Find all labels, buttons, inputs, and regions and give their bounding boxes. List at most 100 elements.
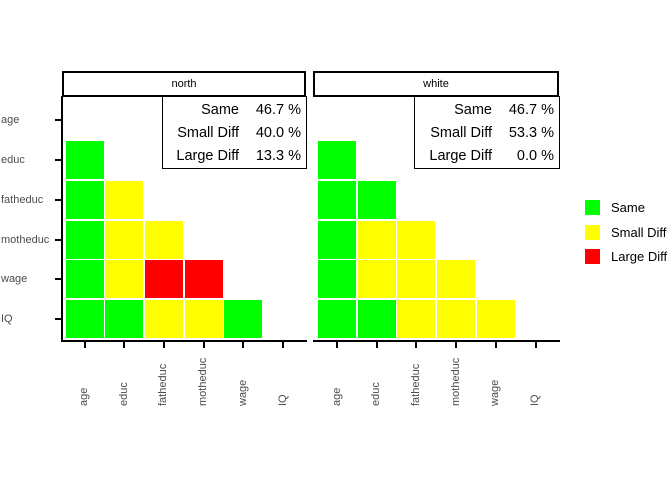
x-axis-tick: [242, 342, 245, 348]
stat-value: 0.0 %: [516, 147, 554, 164]
y-axis-tick: [55, 278, 61, 281]
x-axis-tick: [282, 342, 284, 348]
heatmap-tile: [357, 260, 396, 299]
x-axis-tick: [202, 342, 205, 348]
stat-row: Same 46.7 %: [167, 98, 301, 121]
heatmap-tile: [65, 260, 104, 299]
heatmap-tile: [476, 299, 515, 338]
heatmap-tile: [437, 260, 476, 299]
facet-title: north: [171, 78, 197, 90]
y-axis-tick: [55, 317, 61, 320]
heatmap-tile: [65, 180, 104, 219]
heatmap-tile: [357, 299, 396, 338]
legend-item-small-diff: Small Diff: [585, 224, 667, 240]
stat-label: Large Diff: [429, 147, 492, 164]
x-axis-label: age: [78, 387, 90, 406]
x-axis-tick: [336, 342, 338, 348]
y-axis-line: [61, 96, 63, 342]
facet-title: white: [423, 78, 449, 90]
heatmap-tile: [105, 299, 144, 338]
heatmap-tile: [65, 220, 104, 259]
heatmap-tile: [357, 180, 396, 219]
stat-value: 13.3 %: [255, 147, 301, 164]
y-axis-label: age: [1, 114, 20, 127]
x-axis-label: motheduc: [197, 357, 210, 406]
heatmap-tile: [224, 299, 263, 338]
legend-swatch-same-icon: [585, 200, 600, 215]
legend: Same Small Diff Large Diff: [585, 200, 667, 274]
x-axis-tick: [123, 342, 126, 348]
heatmap-tile: [397, 260, 436, 299]
heatmap-tile: [437, 299, 476, 338]
heatmap-tile: [184, 260, 223, 299]
stat-row: Large Diff 0.0 %: [419, 144, 554, 167]
stat-label: Small Diff: [430, 124, 492, 141]
heatmap-tile: [184, 299, 223, 338]
heatmap-tile: [105, 180, 144, 219]
stat-row: Large Diff 13.3 %: [167, 144, 301, 167]
heatmap-tile: [318, 299, 356, 338]
facet-header-north: north: [62, 71, 306, 97]
x-axis-label: age: [330, 387, 343, 406]
x-axis-line-white: [313, 340, 560, 342]
x-axis-tick: [162, 342, 165, 348]
y-axis-label: fatheduc: [1, 193, 44, 206]
legend-swatch-large-diff-icon: [585, 249, 600, 264]
legend-item-large-diff: Large Diff: [585, 249, 667, 264]
x-axis-line-north: [61, 340, 307, 342]
heatmap-tile: [357, 220, 396, 259]
x-axis-label: motheduc: [449, 357, 462, 406]
stat-row: Same 46.7 %: [419, 98, 554, 121]
stat-label: Same: [454, 101, 492, 118]
stat-label: Large Diff: [176, 147, 239, 164]
y-axis-tick: [55, 198, 61, 201]
legend-label: Small Diff: [611, 224, 667, 240]
heatmap-tile: [318, 141, 356, 180]
stat-label: Small Diff: [177, 124, 239, 141]
heatmap-tile: [65, 299, 104, 338]
x-axis-label: educ: [117, 382, 130, 406]
heatmap-tile: [397, 299, 436, 338]
heatmap-tile: [144, 260, 183, 299]
heatmap-tile: [65, 141, 104, 180]
y-axis-label: educ: [1, 154, 25, 167]
heatmap-tile: [397, 220, 436, 259]
legend-swatch-small-diff-icon: [585, 224, 600, 240]
stat-value: 40.0 %: [255, 124, 301, 141]
x-axis-label: wage: [236, 379, 249, 406]
x-axis-tick: [375, 342, 378, 348]
x-axis-label: fatheduc: [157, 363, 170, 406]
x-axis-label: IQ: [529, 394, 541, 406]
x-axis-tick: [494, 342, 497, 348]
y-axis-tick: [55, 119, 61, 122]
stat-value: 53.3 %: [508, 124, 554, 141]
x-axis-tick: [415, 342, 418, 348]
y-axis-label: motheduc: [1, 233, 50, 246]
stat-value: 46.7 %: [508, 101, 554, 118]
heatmap-tile: [144, 220, 183, 259]
legend-label: Large Diff: [611, 249, 668, 264]
x-axis-tick: [83, 342, 86, 348]
x-axis-label: IQ: [276, 394, 289, 406]
legend-label: Same: [611, 200, 645, 215]
x-axis-label: educ: [370, 382, 383, 406]
stat-label: Same: [201, 101, 239, 118]
heatmap-tile: [318, 220, 356, 259]
y-axis-label: wage: [1, 273, 28, 286]
stat-row: Small Diff 40.0 %: [167, 121, 301, 144]
heatmap-tile: [144, 299, 183, 338]
stat-value: 46.7 %: [255, 101, 301, 118]
x-axis-tick: [534, 342, 537, 348]
x-axis-label: fatheduc: [409, 363, 422, 406]
stat-box-north: Same 46.7 % Small Diff 40.0 % Large Diff…: [162, 96, 307, 169]
y-axis-tick: [55, 238, 61, 241]
y-axis-tick: [55, 159, 61, 162]
legend-item-same: Same: [585, 200, 667, 215]
x-axis-tick: [455, 342, 458, 348]
heatmap-tile: [318, 260, 356, 299]
stat-box-white: Same 46.7 % Small Diff 53.3 % Large Diff…: [414, 96, 560, 169]
heatmap-tile: [318, 180, 356, 219]
heatmap-tile: [105, 220, 144, 259]
heatmap-tile: [105, 260, 144, 299]
